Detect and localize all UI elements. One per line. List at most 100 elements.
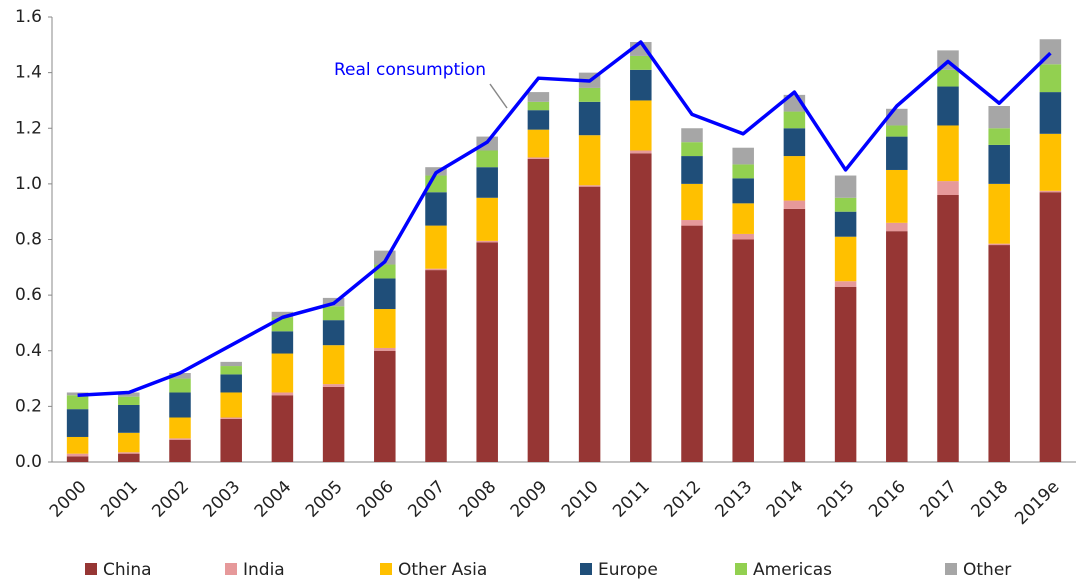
y-tick-label: 0.8 xyxy=(15,230,42,250)
bar-segment xyxy=(322,384,345,387)
y-tick-label: 1.2 xyxy=(15,118,42,138)
bar-segment xyxy=(834,175,857,198)
legend-swatch xyxy=(85,563,97,575)
bar-segment xyxy=(834,211,857,237)
bar-segment xyxy=(220,361,242,367)
bar-segment xyxy=(527,158,550,462)
x-tick-label: 2008 xyxy=(456,477,501,522)
legend-label: Europe xyxy=(598,560,658,580)
bar-segment xyxy=(834,236,857,282)
bar-segment xyxy=(886,231,908,462)
x-tick-label: 2018 xyxy=(968,477,1013,522)
bar-segment xyxy=(937,125,959,182)
bar-segment xyxy=(681,220,703,226)
bar-segment xyxy=(271,317,294,332)
bar-segment xyxy=(578,185,601,187)
bar-segment xyxy=(630,153,652,462)
y-tick-label: 1.4 xyxy=(15,63,42,83)
bar-segment xyxy=(988,144,1010,184)
bar-segment xyxy=(476,167,498,198)
bar-segment xyxy=(1039,133,1062,191)
bar-segment xyxy=(732,233,754,240)
bar-segment xyxy=(271,311,294,318)
bar-segment xyxy=(937,195,959,462)
bar-segment xyxy=(732,203,754,234)
x-tick-label: 2004 xyxy=(251,477,296,522)
x-tick-label: 2013 xyxy=(712,477,757,522)
x-tick-label: 2002 xyxy=(148,477,193,522)
bar-segment xyxy=(578,186,601,462)
y-tick-label: 1.0 xyxy=(15,174,42,194)
bar-segment xyxy=(220,418,242,462)
bar-segment xyxy=(476,197,498,241)
bar-segment xyxy=(681,142,703,157)
bar-segment xyxy=(937,181,959,195)
bar-segment xyxy=(681,225,703,462)
y-tick-label: 0.2 xyxy=(15,396,42,416)
bar-segment xyxy=(988,245,1010,462)
legend-label: Americas xyxy=(753,560,832,580)
bar-segment xyxy=(322,386,345,462)
bar-segment xyxy=(118,404,140,433)
x-tick-label: 2011 xyxy=(609,477,654,522)
bar-segment xyxy=(322,345,345,385)
bar-segment xyxy=(578,101,601,136)
bar-segment xyxy=(476,240,498,243)
bar-segment xyxy=(732,147,754,165)
bar-segment xyxy=(66,456,89,462)
bar-segment xyxy=(1039,192,1062,462)
y-tick-label: 0.4 xyxy=(15,341,42,361)
bar-segment xyxy=(476,242,498,462)
bar-segment xyxy=(578,135,601,186)
bar-segment xyxy=(169,439,191,462)
bar-segment xyxy=(322,320,345,346)
legend-swatch xyxy=(380,563,392,575)
bar-segment xyxy=(630,150,652,154)
x-tick-label: 2010 xyxy=(558,477,603,522)
legend-label: Other xyxy=(963,560,1011,580)
bar-segment xyxy=(118,392,140,397)
bar-segment xyxy=(886,125,908,137)
bar-segment xyxy=(425,192,447,226)
bar-segment xyxy=(374,278,396,310)
legend-swatch xyxy=(225,563,237,575)
bar-segment xyxy=(886,169,908,223)
bar-segment xyxy=(527,110,550,130)
bar-segment xyxy=(425,225,447,269)
bar-segment xyxy=(937,86,959,126)
bar-segment xyxy=(834,281,857,287)
bar-segment xyxy=(783,156,806,201)
x-tick-label: 2016 xyxy=(865,477,910,522)
bar-segment xyxy=(783,208,806,462)
bar-segment xyxy=(322,306,345,321)
bar-segment xyxy=(169,417,191,439)
bar-segment xyxy=(118,452,140,454)
bar-segment xyxy=(66,409,89,437)
bar-segment xyxy=(886,136,908,170)
y-tick-label: 0.0 xyxy=(15,452,42,472)
bar-segment xyxy=(988,128,1010,145)
bar-segment xyxy=(578,87,601,102)
x-tick-label: 2019e xyxy=(1011,477,1063,529)
bar-segment xyxy=(66,436,89,454)
bar-segment xyxy=(834,197,857,212)
x-tick-label: 2000 xyxy=(46,477,91,522)
bar-segment xyxy=(169,378,191,393)
bar-segment xyxy=(988,183,1010,244)
bar-segment xyxy=(374,309,396,348)
bar-segment xyxy=(988,106,1010,129)
bar-segment xyxy=(527,157,550,159)
bar-segment xyxy=(630,69,652,101)
bar-segment xyxy=(681,156,703,184)
bar-segment xyxy=(220,374,242,393)
bar-segment xyxy=(783,128,806,157)
x-tick-label: 2007 xyxy=(404,477,449,522)
bar-segment xyxy=(1039,190,1062,193)
x-tick-label: 2003 xyxy=(200,477,245,522)
legend-label: China xyxy=(103,560,152,580)
bar-segment xyxy=(732,164,754,179)
x-tick-label: 2012 xyxy=(660,477,705,522)
bar-segment xyxy=(1039,92,1062,134)
x-tick-label: 2015 xyxy=(814,477,859,522)
